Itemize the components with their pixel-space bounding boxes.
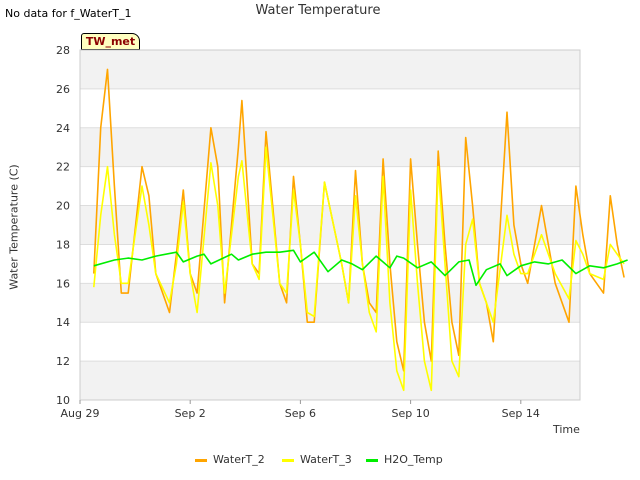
y-tick-label: 28 (56, 44, 70, 57)
x-tick-label: Sep 10 (391, 407, 429, 420)
legend-item-watert-2: WaterT_2 (195, 453, 265, 466)
legend-swatch-h2o-temp (366, 458, 378, 462)
x-tick-label: Sep 6 (285, 407, 316, 420)
y-tick-label: 18 (56, 238, 70, 251)
y-tick-label: 12 (56, 355, 70, 368)
y-tick-label: 24 (56, 122, 70, 135)
y-tick-label: 10 (56, 394, 70, 407)
legend-swatch-watert-2 (195, 458, 207, 462)
y-tick-label: 14 (56, 316, 70, 329)
series-line-watert-3 (93, 146, 625, 392)
y-tick-label: 20 (56, 200, 70, 213)
series-line-h2o-temp (93, 249, 628, 287)
y-tick-label: 26 (56, 83, 70, 96)
x-tick-label: Sep 14 (502, 407, 540, 420)
x-axis-label: Time (553, 423, 580, 436)
legend-label-h2o-temp: H2O_Temp (384, 453, 443, 466)
legend-item-watert-3: WaterT_3 (282, 453, 352, 466)
x-tick-label: Sep 2 (175, 407, 206, 420)
y-tick-label: 22 (56, 161, 70, 174)
legend-item-h2o-temp: H2O_Temp (366, 453, 443, 466)
legend-label-watert-3: WaterT_3 (300, 453, 352, 466)
grid-band (80, 361, 580, 400)
grid-band (80, 50, 580, 89)
grid-band (80, 283, 580, 323)
station-badge: TW_met (81, 33, 140, 50)
chart-title: Water Temperature (255, 3, 381, 18)
plot-frame (79, 49, 581, 401)
x-tick-label: Aug 29 (61, 407, 100, 420)
legend-swatch-watert-3 (282, 458, 294, 462)
legend-label-watert-2: WaterT_2 (213, 453, 265, 466)
grid-band (80, 127, 580, 167)
no-data-message: No data for f_WaterT_1 (5, 7, 132, 20)
y-tick-label: 16 (56, 277, 70, 290)
